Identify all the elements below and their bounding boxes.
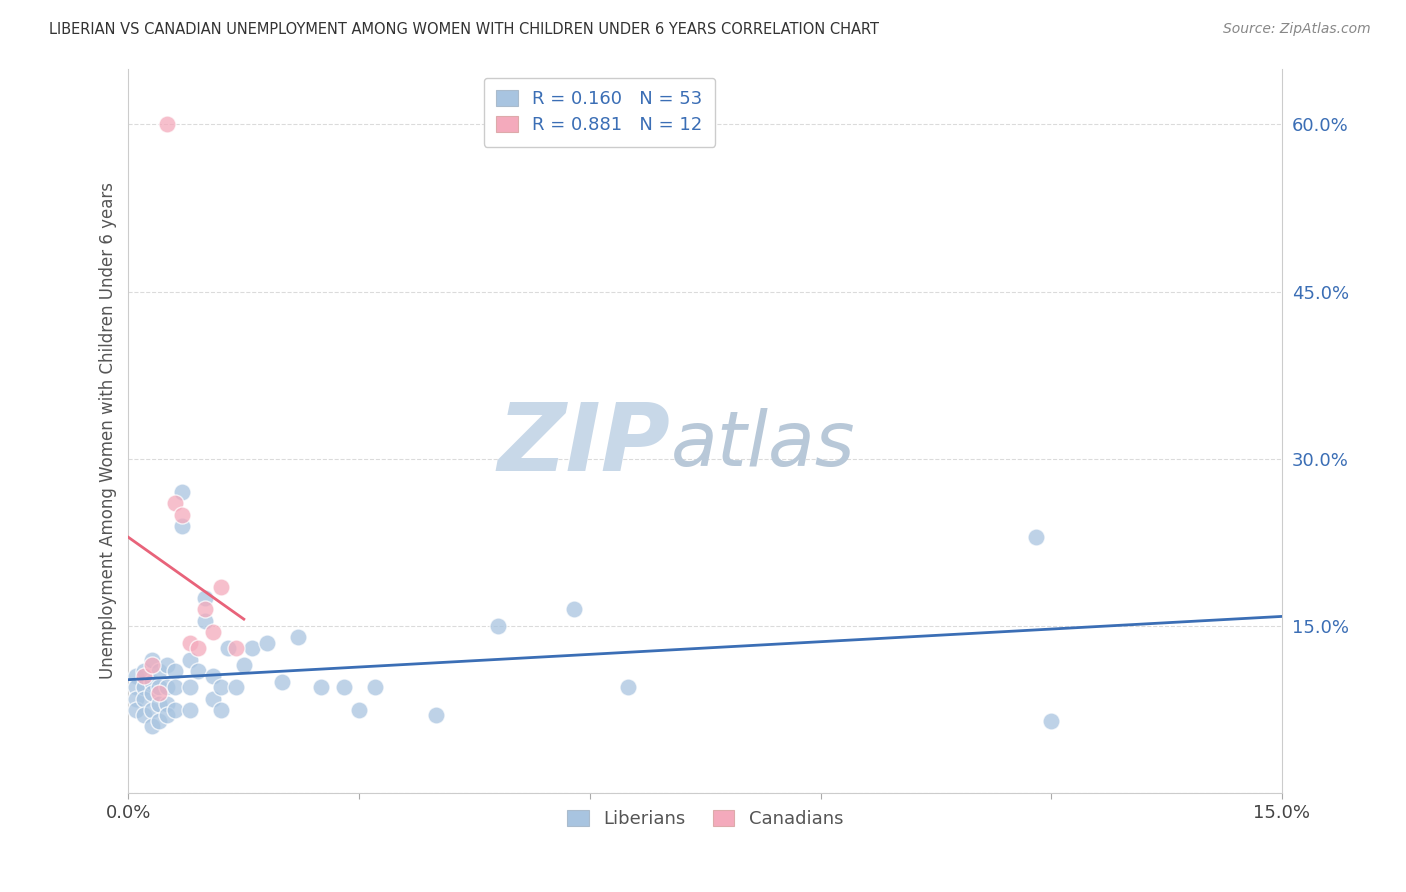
Point xyxy=(187,641,209,656)
Point xyxy=(132,669,155,683)
Point xyxy=(202,624,225,639)
Point xyxy=(425,708,447,723)
Point xyxy=(163,664,186,678)
Text: LIBERIAN VS CANADIAN UNEMPLOYMENT AMONG WOMEN WITH CHILDREN UNDER 6 YEARS CORREL: LIBERIAN VS CANADIAN UNEMPLOYMENT AMONG … xyxy=(49,22,879,37)
Point xyxy=(125,669,148,683)
Point xyxy=(125,703,148,717)
Point xyxy=(148,697,170,711)
Point xyxy=(347,703,370,717)
Point xyxy=(148,686,170,700)
Point xyxy=(125,681,148,695)
Point xyxy=(202,669,225,683)
Point xyxy=(132,681,155,695)
Point xyxy=(187,664,209,678)
Point xyxy=(287,630,309,644)
Point xyxy=(172,508,194,522)
Point xyxy=(163,496,186,510)
Point xyxy=(141,719,163,733)
Point xyxy=(156,708,179,723)
Point xyxy=(194,614,217,628)
Point xyxy=(179,703,201,717)
Point xyxy=(1040,714,1063,728)
Point xyxy=(148,664,170,678)
Y-axis label: Unemployment Among Women with Children Under 6 years: Unemployment Among Women with Children U… xyxy=(100,183,117,680)
Text: Source: ZipAtlas.com: Source: ZipAtlas.com xyxy=(1223,22,1371,37)
Point xyxy=(172,485,194,500)
Text: atlas: atlas xyxy=(671,409,855,483)
Point xyxy=(194,602,217,616)
Point xyxy=(179,681,201,695)
Point xyxy=(172,518,194,533)
Point xyxy=(363,681,385,695)
Point xyxy=(1025,530,1047,544)
Point xyxy=(125,691,148,706)
Point xyxy=(132,708,155,723)
Point xyxy=(256,636,278,650)
Point xyxy=(179,652,201,666)
Point xyxy=(209,681,232,695)
Point xyxy=(209,703,232,717)
Point xyxy=(148,714,170,728)
Point xyxy=(141,703,163,717)
Point xyxy=(179,636,201,650)
Point xyxy=(225,641,247,656)
Point xyxy=(163,703,186,717)
Point xyxy=(240,641,263,656)
Point xyxy=(141,674,163,689)
Point xyxy=(132,664,155,678)
Point xyxy=(225,681,247,695)
Point xyxy=(156,658,179,673)
Point xyxy=(148,681,170,695)
Point xyxy=(209,580,232,594)
Point xyxy=(202,691,225,706)
Point xyxy=(141,658,163,673)
Point xyxy=(309,681,332,695)
Point xyxy=(232,658,254,673)
Point xyxy=(486,619,509,633)
Legend: Liberians, Canadians: Liberians, Canadians xyxy=(560,802,851,835)
Point xyxy=(132,691,155,706)
Point xyxy=(156,697,179,711)
Point xyxy=(156,681,179,695)
Point xyxy=(564,602,586,616)
Point xyxy=(156,117,179,131)
Point xyxy=(141,686,163,700)
Point xyxy=(163,681,186,695)
Point xyxy=(217,641,239,656)
Point xyxy=(141,652,163,666)
Point xyxy=(194,591,217,606)
Text: ZIP: ZIP xyxy=(498,400,671,491)
Point xyxy=(271,674,294,689)
Point xyxy=(617,681,640,695)
Point xyxy=(333,681,356,695)
